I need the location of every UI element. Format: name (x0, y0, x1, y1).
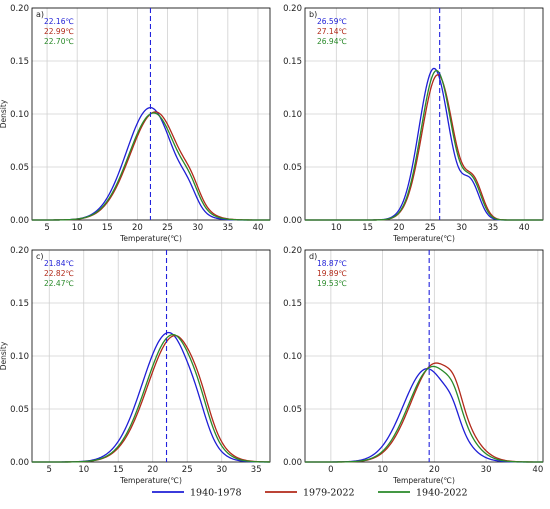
x-tick-label: 5 (44, 223, 49, 233)
x-tick-label: 30 (192, 223, 203, 233)
series-line-1979-2022 (305, 362, 543, 463)
series-line-1940-1978 (305, 368, 543, 463)
curves (305, 67, 543, 221)
x-tick-label: 25 (162, 223, 173, 233)
x-tick-label: 20 (429, 465, 440, 475)
panel-letter: b) (309, 10, 317, 19)
x-tick-label: 35 (487, 223, 498, 233)
plot-frame (304, 7, 544, 221)
x-tick-label: 30 (216, 465, 227, 475)
stat-label: 19.53℃ (317, 279, 347, 288)
x-tick-label: 20 (147, 465, 158, 475)
legend-item: 1940-2022 (378, 488, 468, 499)
y-tick-label: 0.00 (283, 458, 302, 468)
series-line-1940-2022 (32, 333, 271, 463)
panel-1: 5 10 15 20 25 30 35 40 0.00 0.05 0.10 0.15 0.20 Tempe… (0, 4, 271, 243)
y-tick-label: 0.10 (283, 110, 302, 120)
y-tick-label: 0.00 (283, 216, 302, 226)
x-tick-label: 25 (425, 223, 436, 233)
x-axis-title: Temperature(℃) (392, 234, 455, 243)
series-line-1940-2022 (305, 69, 543, 221)
panel-4: 0 10 20 30 40 0.00 0.05 0.10 0.15 0.20 Temperature… (283, 246, 544, 485)
x-tick-label: 15 (362, 223, 373, 233)
y-tick-label: 0.20 (283, 4, 302, 14)
x-tick-label: 15 (113, 465, 124, 475)
plot-frame (31, 249, 271, 463)
stat-label: 22.82℃ (44, 269, 74, 278)
x-tick-label: 40 (519, 223, 530, 233)
y-tick-label: 0.05 (283, 163, 302, 173)
stat-label: 26.59℃ (317, 17, 347, 26)
legend: 1940-1978 1979-2022 1940-2022 (152, 488, 468, 499)
series-line-1940-1978 (305, 67, 543, 221)
stat-label: 22.99℃ (44, 27, 74, 36)
panel-letter: c) (36, 252, 44, 261)
x-tick-label: 15 (102, 223, 113, 233)
y-tick-label: 0.05 (10, 163, 29, 173)
x-axis-title: Temperature(℃) (119, 476, 182, 485)
y-axis-title: Density (0, 341, 8, 370)
y-tick-label: 0.20 (283, 246, 302, 256)
x-tick-label: 0 (328, 465, 333, 475)
y-tick-label: 0.20 (10, 4, 29, 14)
panel-letter: d) (309, 252, 317, 261)
stat-label: 26.94℃ (317, 37, 347, 46)
stat-label: 22.47℃ (44, 279, 74, 288)
x-tick-label: 20 (132, 223, 143, 233)
x-axis-title: Temperature(℃) (119, 234, 182, 243)
y-tick-label: 0.05 (10, 405, 29, 415)
legend-label: 1940-1978 (190, 488, 242, 499)
legend-item: 1979-2022 (265, 488, 355, 499)
x-tick-label: 10 (72, 223, 83, 233)
y-tick-label: 0.10 (10, 352, 29, 362)
curves (32, 331, 271, 463)
stat-label: 18.87℃ (317, 259, 347, 268)
legend-label: 1979-2022 (303, 488, 355, 499)
curves (305, 362, 543, 463)
x-tick-label: 25 (182, 465, 193, 475)
y-tick-label: 0.15 (283, 57, 302, 67)
y-tick-label: 0.15 (10, 57, 29, 67)
y-tick-label: 0.05 (283, 405, 302, 415)
panel-letter: a) (36, 10, 44, 19)
panel-3: 5 10 15 20 25 30 35 0.00 0.05 0.10 0.15 0.20 Tempera… (0, 246, 271, 485)
legend-item: 1940-1978 (152, 488, 242, 499)
x-tick-label: 40 (253, 223, 264, 233)
x-tick-label: 10 (78, 465, 89, 475)
y-tick-label: 0.10 (10, 110, 29, 120)
x-tick-label: 5 (47, 465, 52, 475)
stat-label: 22.16℃ (44, 17, 74, 26)
y-tick-label: 0.15 (10, 299, 29, 309)
stat-label: 19.89℃ (317, 269, 347, 278)
legend-label: 1940-2022 (416, 488, 468, 499)
x-tick-label: 10 (377, 465, 388, 475)
stat-label: 27.14℃ (317, 27, 347, 36)
y-tick-label: 0.20 (10, 246, 29, 256)
x-tick-label: 20 (394, 223, 405, 233)
series-line-1979-2022 (32, 334, 271, 463)
stat-label: 21.84℃ (44, 259, 74, 268)
y-axis-title: Density (0, 99, 8, 128)
panel-2: 10 15 20 25 30 35 40 0.00 0.05 0.10 0.15 0.20 Temper… (283, 4, 544, 243)
x-tick-label: 35 (222, 223, 233, 233)
x-tick-label: 30 (456, 223, 467, 233)
y-tick-label: 0.00 (10, 458, 29, 468)
stat-label: 22.70℃ (44, 37, 74, 46)
x-axis-title: Temperature(℃) (392, 476, 455, 485)
series-line-1940-1978 (32, 331, 270, 463)
panels: 5 10 15 20 25 30 35 40 0.00 0.05 0.10 0.15 0.20 Tempe… (0, 4, 544, 485)
x-tick-label: 10 (331, 223, 342, 233)
plot-frame (304, 249, 544, 463)
y-tick-label: 0.15 (283, 299, 302, 309)
y-tick-label: 0.00 (10, 216, 29, 226)
x-tick-label: 40 (532, 465, 543, 475)
series-line-1940-2022 (305, 365, 543, 463)
x-tick-label: 30 (481, 465, 492, 475)
y-tick-label: 0.10 (283, 352, 302, 362)
x-tick-label: 35 (251, 465, 262, 475)
